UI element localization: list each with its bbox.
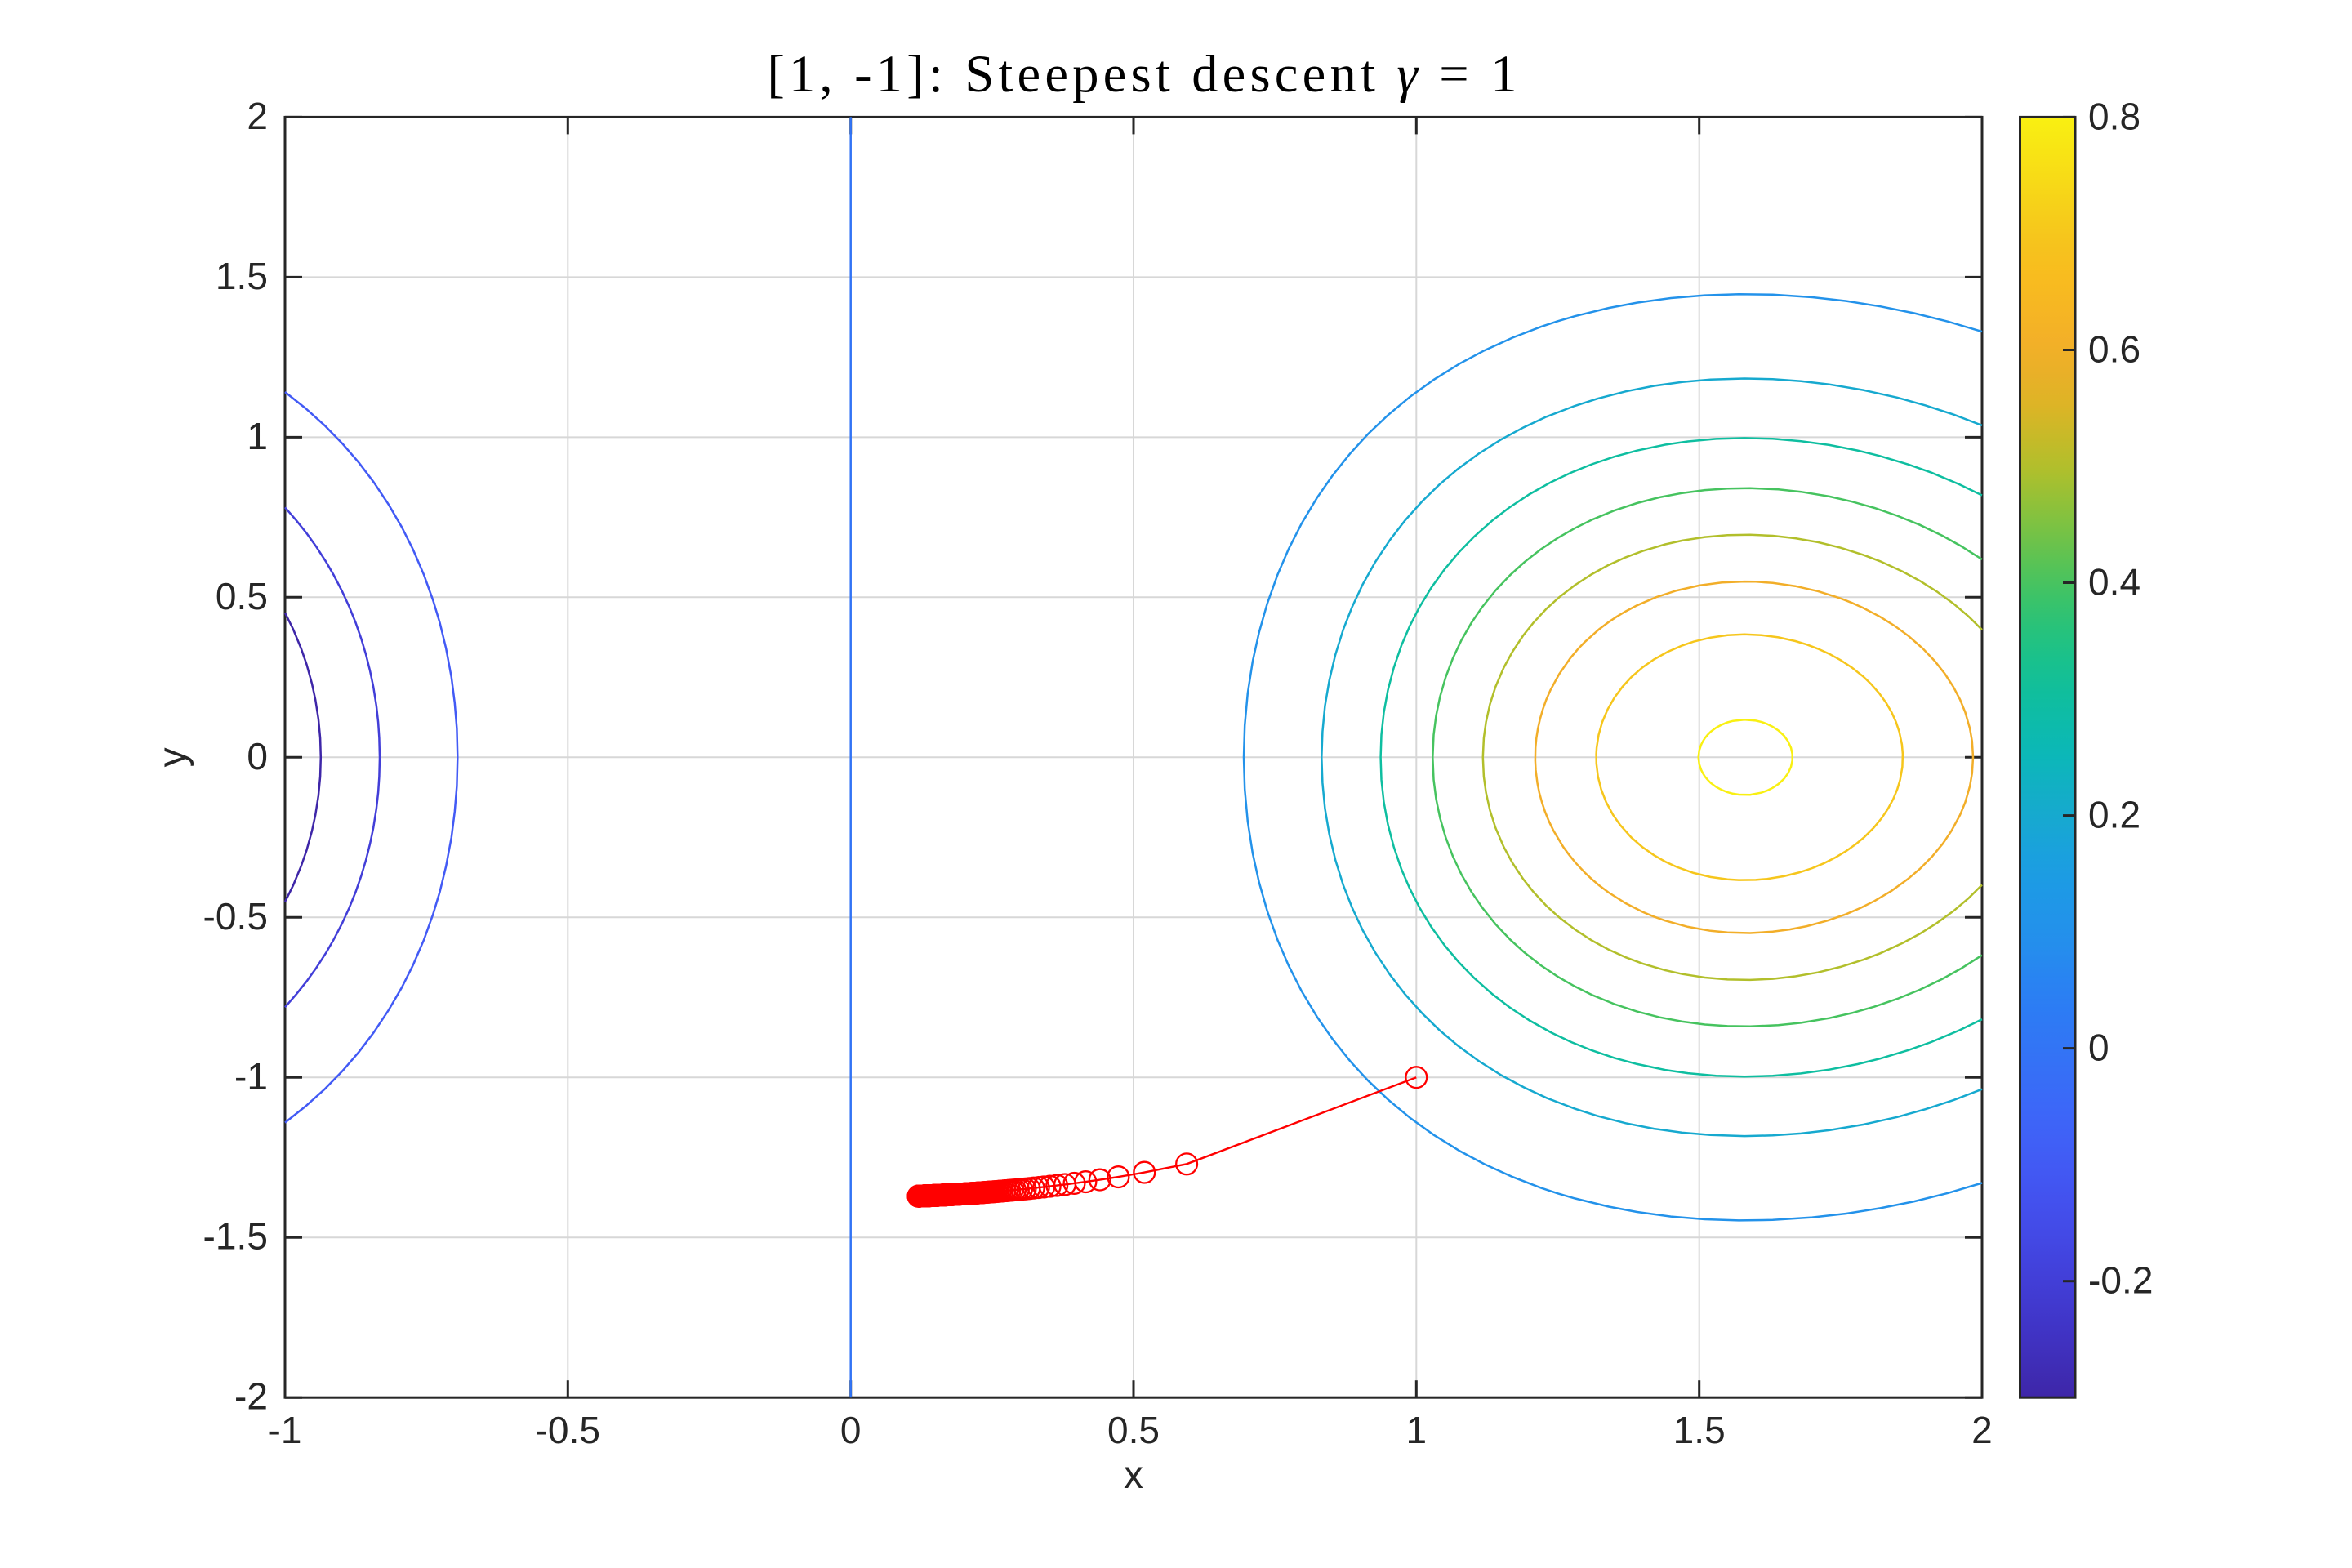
svg-text:-1.5: -1.5 <box>203 1215 268 1258</box>
svg-text:-0.5: -0.5 <box>536 1409 600 1451</box>
svg-text:x: x <box>1124 1454 1143 1497</box>
svg-text:1.5: 1.5 <box>216 255 268 297</box>
svg-text:0.5: 0.5 <box>1107 1409 1160 1451</box>
svg-text:0: 0 <box>2088 1027 2109 1069</box>
svg-text:-1: -1 <box>268 1409 301 1451</box>
svg-text:[1, -1]: Steepest descent γ =: [1, -1]: Steepest descent γ = 1 <box>767 45 1521 103</box>
svg-text:0: 0 <box>840 1409 862 1451</box>
svg-text:1.5: 1.5 <box>1673 1409 1726 1451</box>
svg-text:-0.5: -0.5 <box>203 895 268 938</box>
svg-text:-1: -1 <box>234 1055 268 1098</box>
svg-text:0: 0 <box>247 735 268 777</box>
svg-text:-0.2: -0.2 <box>2088 1259 2153 1302</box>
svg-text:0.8: 0.8 <box>2088 95 2140 137</box>
svg-text:1: 1 <box>1405 1409 1427 1451</box>
svg-text:0.4: 0.4 <box>2088 561 2140 604</box>
svg-text:0.2: 0.2 <box>2088 794 2140 836</box>
svg-text:1: 1 <box>247 415 268 457</box>
svg-text:2: 2 <box>1971 1409 1993 1451</box>
svg-text:y: y <box>151 747 194 767</box>
svg-text:-2: -2 <box>234 1375 268 1418</box>
svg-text:0.6: 0.6 <box>2088 328 2140 371</box>
svg-text:2: 2 <box>247 95 268 137</box>
svg-text:0.5: 0.5 <box>216 575 268 617</box>
